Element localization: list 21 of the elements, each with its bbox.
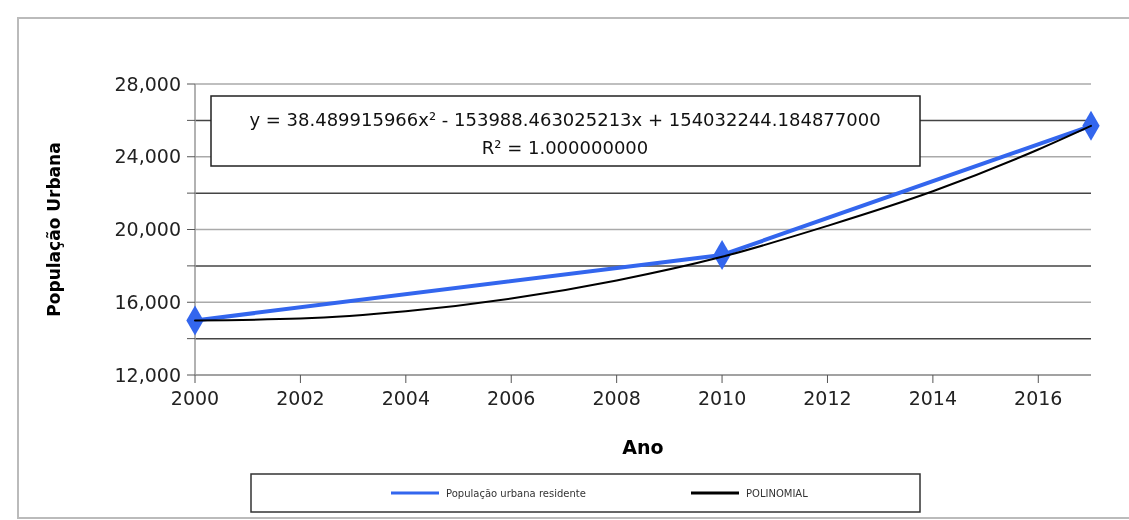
y-tick-label: 20,000	[114, 218, 181, 241]
annotation: R² = 1.000000000	[481, 137, 649, 158]
x-tick-label: 2004	[381, 387, 430, 409]
x-tick-label: 2008	[592, 387, 641, 409]
y-tick-label: 16,000	[114, 290, 181, 313]
x-tick-label: 2000	[170, 387, 220, 409]
x-tick-label: 2002	[276, 387, 325, 409]
x-tick-label: 2012	[803, 387, 852, 409]
x-tick-label: 2010	[697, 387, 747, 409]
x-tick-label: 2016	[1014, 387, 1063, 409]
x-axis-title: Ano	[622, 436, 664, 458]
y-axis-title: População Urbana	[44, 142, 64, 317]
x-tick-label: 2006	[487, 387, 536, 409]
x-tick-label: 2014	[908, 387, 958, 409]
y-tick-label: 24,000	[114, 145, 181, 168]
annotation: y = 38.489915966x² - 153988.463025213x + 154032244.184877000	[249, 109, 881, 130]
equation-box: y = 38.489915966x² - 153988.463025213x + 154032244.184877000 R² = 1.000000000	[210, 95, 921, 167]
y-tick-label: 12,000	[114, 363, 181, 386]
y-tick-label: 28,000	[114, 72, 181, 95]
legend-label: POLINOMIAL	[746, 487, 809, 499]
legend-label: População urbana residente	[446, 487, 586, 499]
